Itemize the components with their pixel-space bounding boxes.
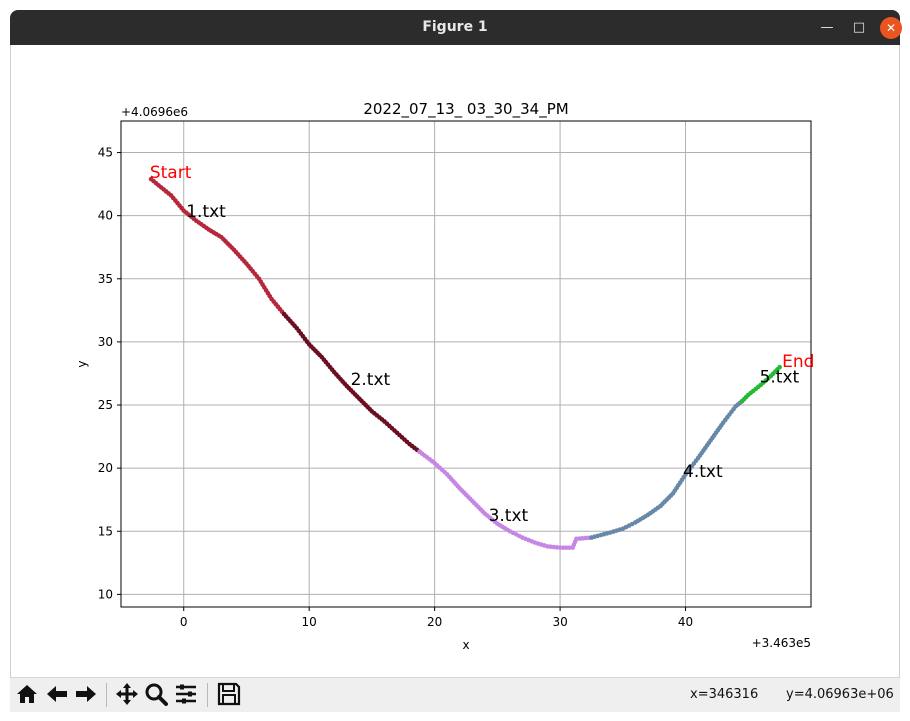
plot-area: 0 10 20 30 40 10 15 20 25 30 35 40 45 Start 1.txt 2.tx… xyxy=(75,100,814,652)
x-axis-label: x xyxy=(462,638,469,652)
close-icon[interactable]: ✕ xyxy=(880,17,902,39)
window-title: Figure 1 xyxy=(422,19,488,35)
x-tick-label: 20 xyxy=(427,615,442,629)
x-offset-label: +3.463e5 xyxy=(752,636,811,650)
home-icon[interactable] xyxy=(14,681,40,707)
navigation-toolbar: x=346316 y=4.06963e+06 xyxy=(10,677,900,712)
chart-title: 2022_07_13_ 03_30_34_PM xyxy=(363,100,568,119)
x-tick-label: 10 xyxy=(302,615,317,629)
y-tick-label: 25 xyxy=(98,398,113,412)
zoom-icon[interactable] xyxy=(143,681,169,707)
series-5 xyxy=(739,364,782,404)
axes-frame xyxy=(120,120,812,608)
x-tick-label: 30 xyxy=(552,615,567,629)
window-titlebar[interactable]: Figure 1 — □ ✕ xyxy=(10,10,902,45)
y-tick-label: 30 xyxy=(98,335,113,349)
annotation-label: End xyxy=(782,352,814,372)
y-tick-label: 10 xyxy=(98,587,113,601)
minimize-icon[interactable]: — xyxy=(820,20,834,35)
forward-arrow-icon[interactable] xyxy=(73,681,99,707)
y-coordinate-readout: y=4.06963e+06 xyxy=(786,687,894,702)
y-tick-label: 20 xyxy=(98,461,113,475)
back-arrow-icon[interactable] xyxy=(44,681,70,707)
y-axis-label: y xyxy=(75,360,89,367)
series-1 xyxy=(148,176,287,317)
maximize-icon[interactable]: □ xyxy=(852,20,866,35)
annotation-label: 4.txt xyxy=(683,462,723,482)
annotation-label: 3.txt xyxy=(489,506,529,526)
y-tick-label: 35 xyxy=(98,272,113,286)
configure-subplots-icon[interactable] xyxy=(173,681,199,707)
pan-icon[interactable] xyxy=(114,681,140,707)
series-4 xyxy=(589,398,745,540)
annotation-label: 5.txt xyxy=(760,367,800,387)
x-coordinate-readout: x=346316 xyxy=(690,687,759,702)
x-tick-label: 0 xyxy=(180,615,188,629)
series-3 xyxy=(417,449,594,550)
annotation-label: Start xyxy=(150,163,192,183)
y-tick-label: 45 xyxy=(98,146,113,160)
x-tick-label: 40 xyxy=(678,615,693,629)
data-point xyxy=(777,364,782,370)
series-2 xyxy=(281,311,422,455)
annotation-label: 1.txt xyxy=(186,202,226,222)
y-offset-label: +4.0696e6 xyxy=(121,105,188,119)
annotation-label: 2.txt xyxy=(351,370,391,390)
figure-canvas xyxy=(10,45,900,711)
y-tick-label: 40 xyxy=(98,209,113,223)
y-tick-label: 15 xyxy=(98,524,113,538)
save-icon[interactable] xyxy=(216,681,242,707)
